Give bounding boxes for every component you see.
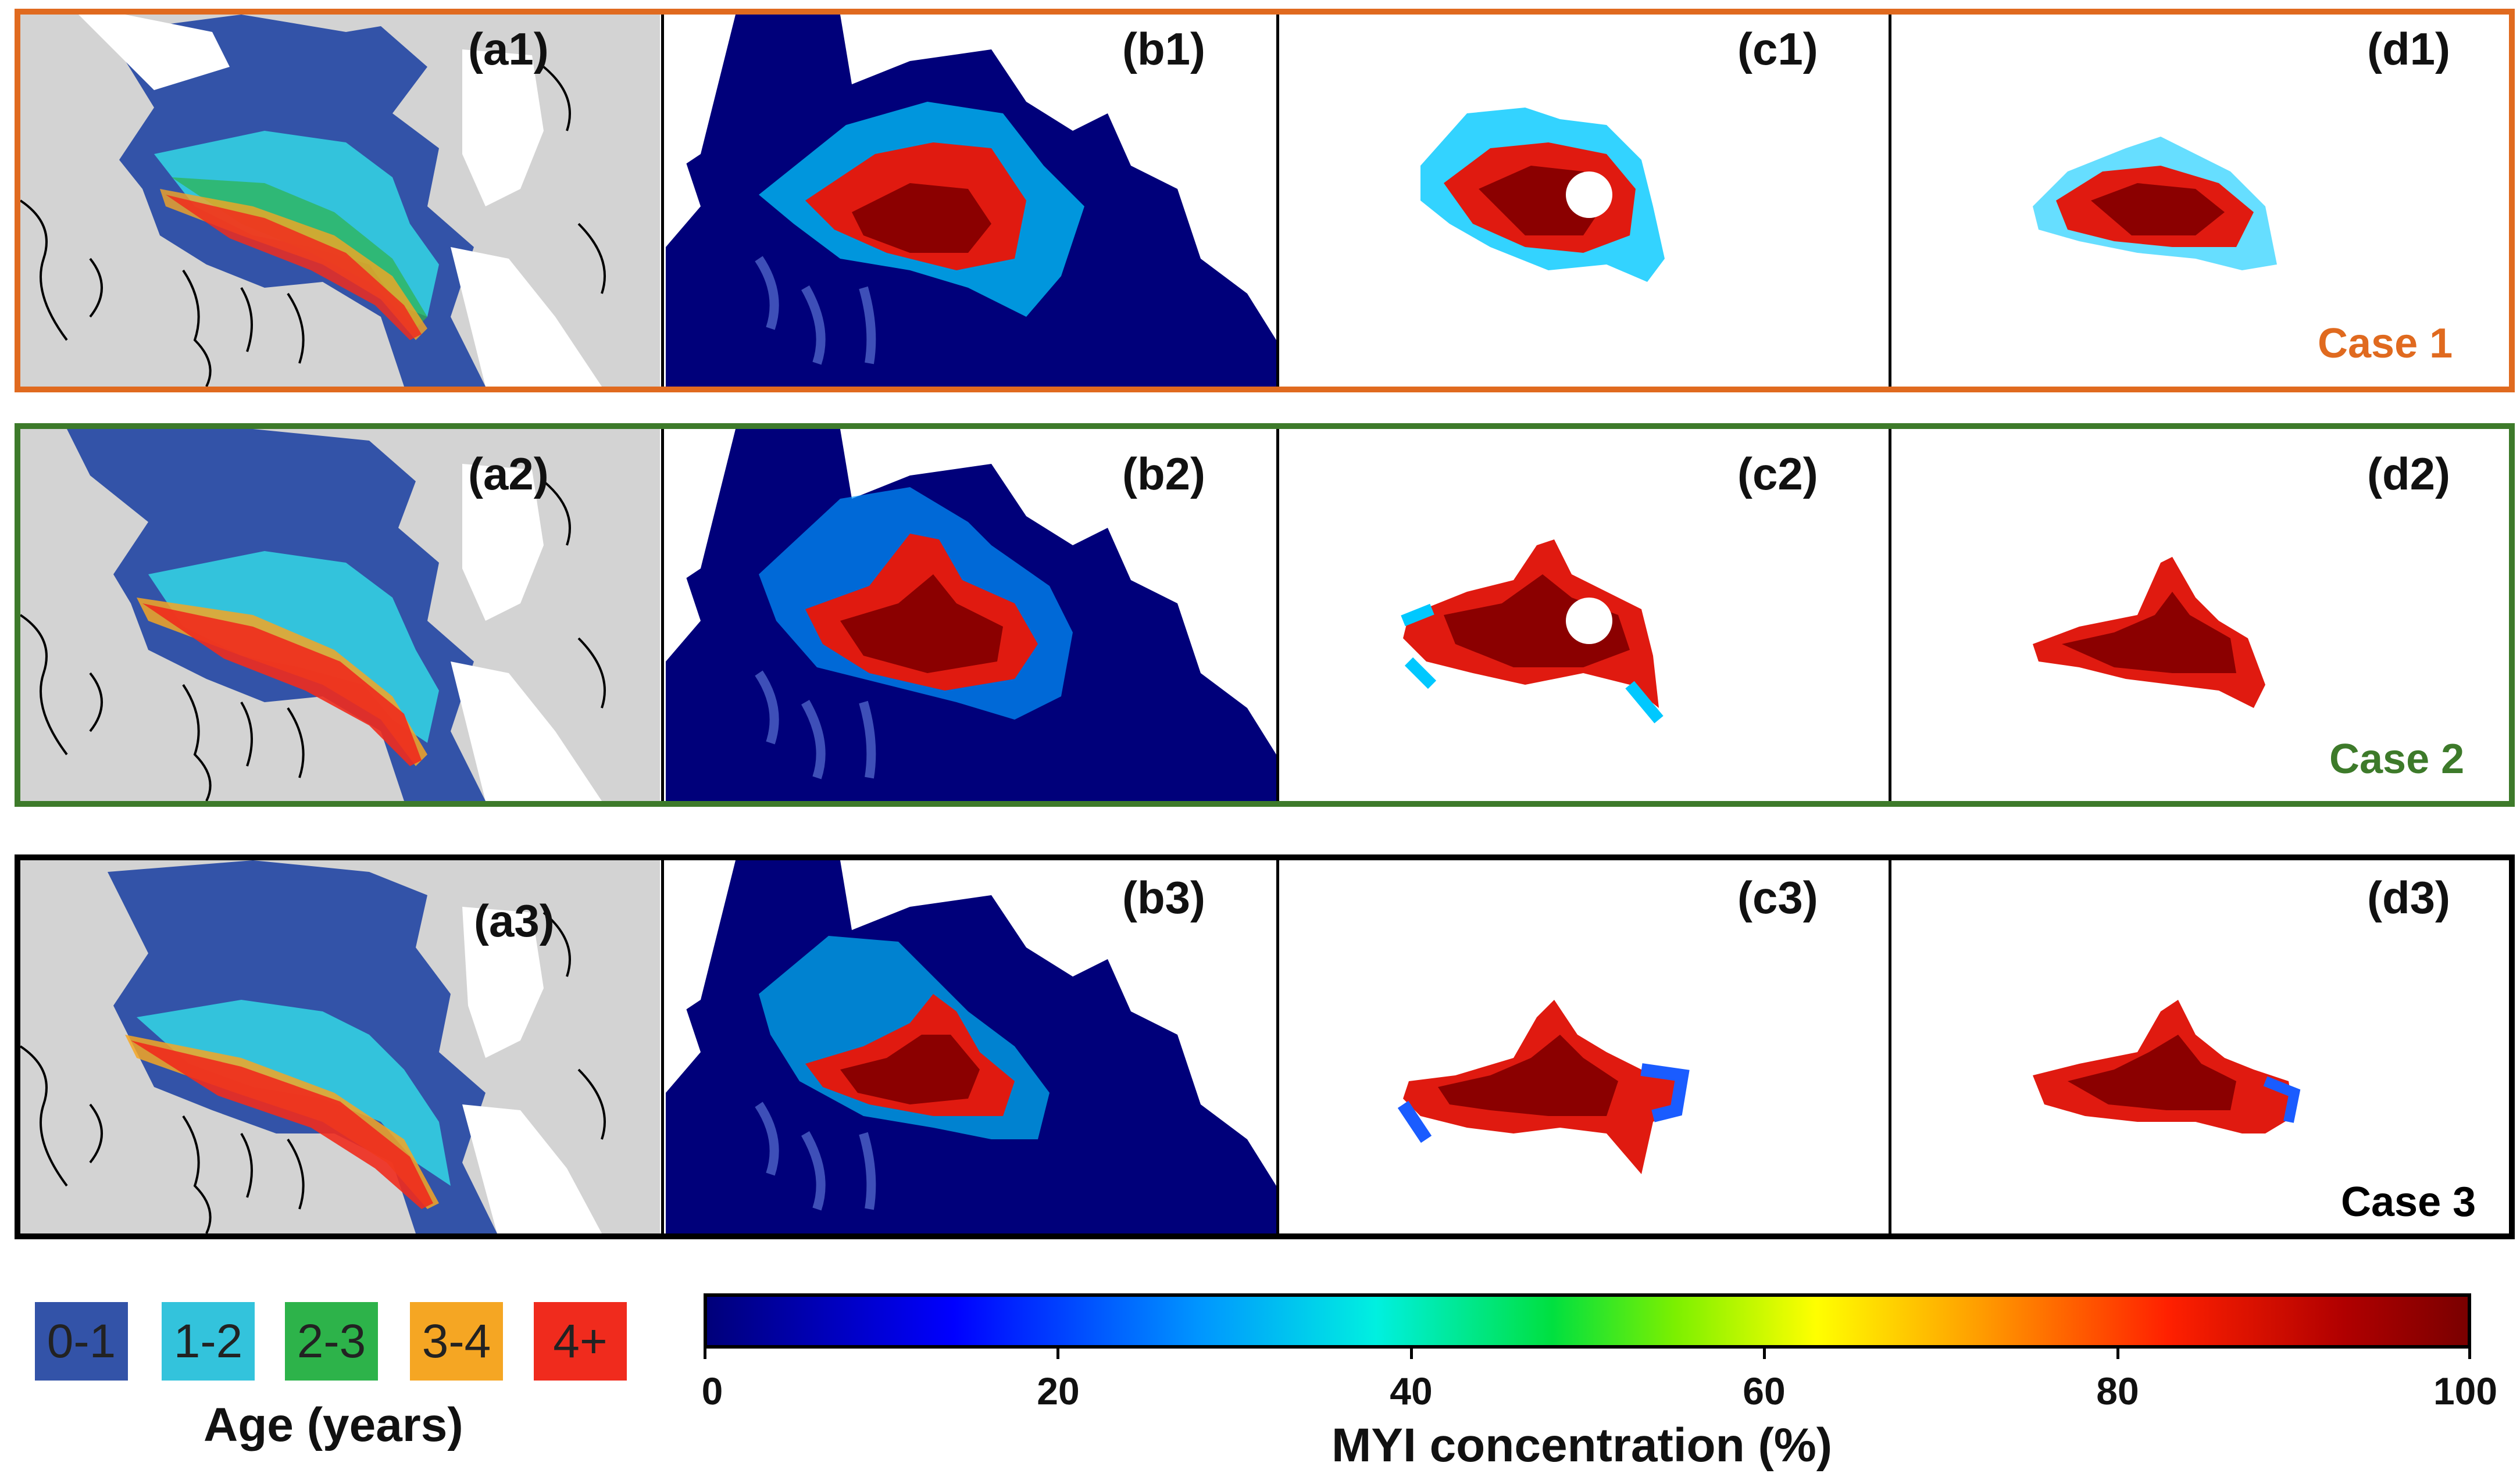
- panel-label-c3: (c3): [1737, 872, 1818, 923]
- myi-map-b2: (b2): [666, 429, 1276, 801]
- panel-label-a3: (a3): [474, 895, 555, 946]
- colorbar-tick-label: 60: [1743, 1369, 1786, 1413]
- colorbar-tick-label: 40: [1390, 1369, 1433, 1413]
- colorbar-tick: [2468, 1347, 2471, 1359]
- myi-colorbar: [704, 1293, 2471, 1349]
- case-label-2: Case 2: [2329, 736, 2465, 782]
- divider: [661, 860, 664, 1233]
- case2-frame: [15, 423, 2515, 807]
- myi-map-d1: (d1) Case 1: [1893, 15, 2509, 387]
- divider: [1276, 429, 1279, 801]
- colorbar-tick: [704, 1347, 706, 1359]
- divider: [1276, 15, 1279, 387]
- divider: [1889, 429, 1891, 801]
- panel-label-d3: (d3): [2367, 872, 2450, 923]
- myi-map-c3: (c3): [1281, 860, 1889, 1233]
- panel-label-c2: (c2): [1737, 448, 1818, 499]
- panel-label-d1: (d1): [2367, 23, 2450, 74]
- panel-label-d2: (d2): [2367, 448, 2450, 499]
- myi-map-c2: (c2): [1281, 429, 1889, 801]
- age-map-a1: (a1): [20, 15, 660, 387]
- myi-map-d2: (d2) Case 2: [1893, 429, 2509, 801]
- age-map-a3: (a3): [20, 860, 660, 1233]
- panel-label-b2: (b2): [1122, 448, 1205, 499]
- colorbar-tick-label: 20: [1037, 1369, 1080, 1413]
- age-legend-4plus: 4+: [534, 1302, 627, 1381]
- colorbar-title: MYI concentration (%): [1332, 1419, 1833, 1472]
- divider: [661, 429, 664, 801]
- colorbar-tick: [2116, 1347, 2119, 1359]
- divider: [1889, 860, 1891, 1233]
- colorbar-tick: [1056, 1347, 1059, 1359]
- case-label-1: Case 1: [2318, 320, 2453, 367]
- colorbar-tick-label: 80: [2096, 1369, 2139, 1413]
- divider: [1889, 15, 1891, 387]
- colorbar-tick-label: 100: [2433, 1369, 2498, 1413]
- panel-label-a2: (a2): [468, 448, 549, 499]
- age-legend-title: Age (years): [204, 1399, 463, 1451]
- case1-frame: [15, 9, 2515, 392]
- age-legend-1-2: 1-2: [162, 1302, 255, 1381]
- divider: [661, 15, 664, 387]
- age-legend-2-3: 2-3: [285, 1302, 378, 1381]
- myi-map-b3: (b3): [666, 860, 1276, 1233]
- panel-label-c1: (c1): [1737, 23, 1818, 74]
- myi-map-b1: (b1): [666, 15, 1276, 387]
- age-legend-3-4: 3-4: [410, 1302, 503, 1381]
- divider: [1276, 860, 1279, 1233]
- colorbar-tick-label: 0: [701, 1369, 723, 1413]
- case3-frame: [15, 854, 2515, 1239]
- case-label-3: Case 3: [2341, 1179, 2476, 1225]
- myi-map-c1: (c1): [1281, 15, 1889, 387]
- panel-label-b3: (b3): [1122, 872, 1205, 923]
- panel-label-a1: (a1): [468, 23, 549, 74]
- colorbar-tick: [1410, 1347, 1413, 1359]
- panel-label-b1: (b1): [1122, 23, 1205, 74]
- age-map-a2: (a2): [20, 429, 660, 801]
- colorbar-tick: [1763, 1347, 1766, 1359]
- myi-map-d3: (d3) Case 3: [1893, 860, 2509, 1233]
- age-legend-0-1: 0-1: [35, 1302, 128, 1381]
